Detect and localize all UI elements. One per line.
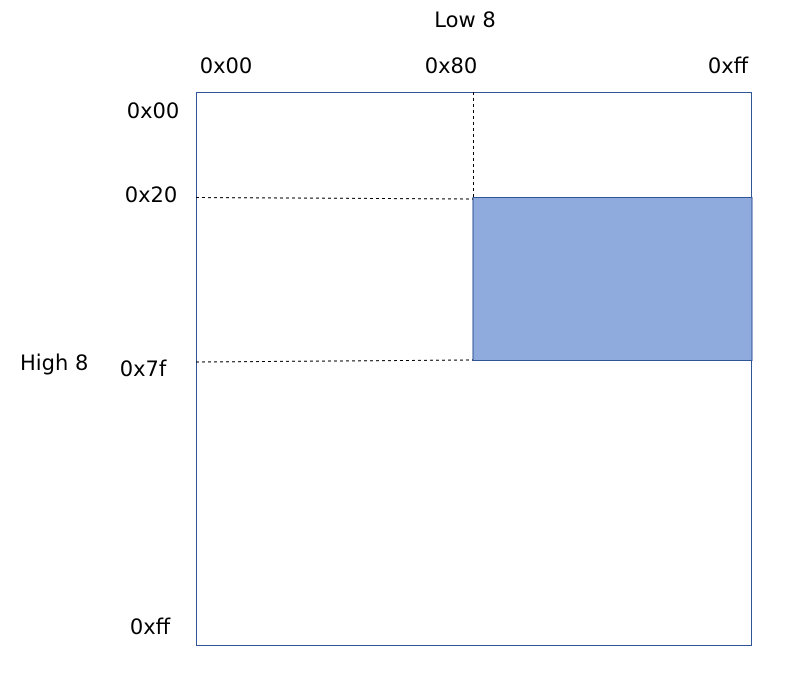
row-label-0xff: 0xff	[130, 615, 171, 639]
guide-line-row-0x7f	[195, 359, 474, 363]
row-label-0x00: 0x00	[127, 99, 180, 123]
highlighted-region	[472, 197, 753, 361]
grid-frame	[196, 92, 752, 646]
column-label-0x00: 0x00	[200, 54, 253, 78]
low-8-axis-title: Low 8	[434, 8, 495, 32]
guide-line-row-0x20	[195, 197, 474, 200]
column-label-0xff: 0xff	[708, 54, 749, 78]
column-label-0x80: 0x80	[425, 54, 478, 78]
row-label-0x7f: 0x7f	[120, 357, 167, 381]
row-label-0x20: 0x20	[125, 183, 178, 207]
high-8-axis-title: High 8	[20, 351, 88, 375]
